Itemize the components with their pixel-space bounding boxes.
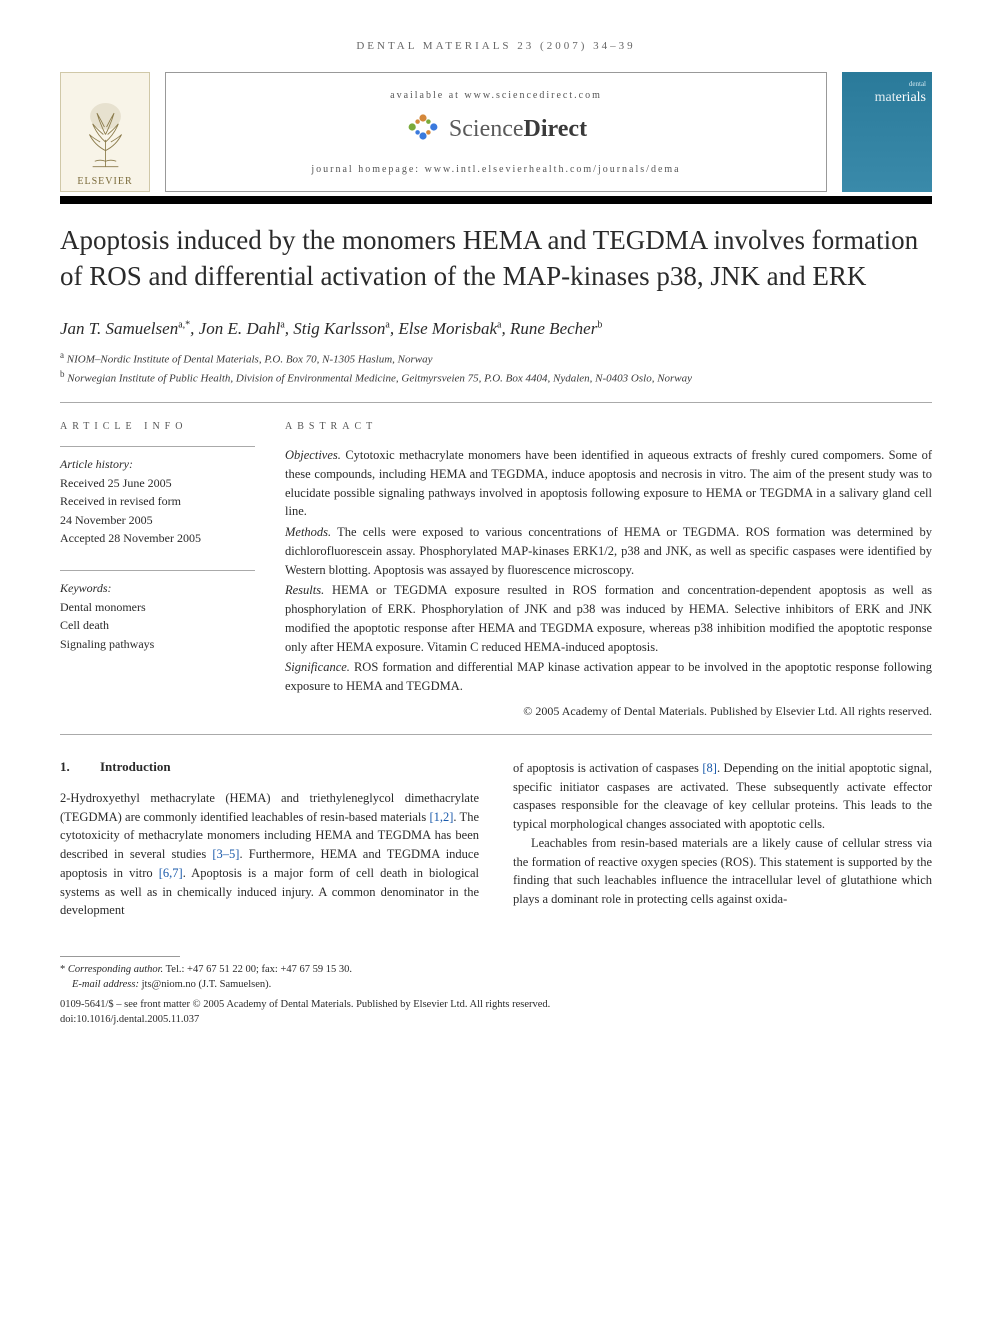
publisher-banner: ELSEVIER available at www.sciencedirect.… [60,72,932,192]
abstract-copyright: © 2005 Academy of Dental Materials. Publ… [285,702,932,720]
cover-title-text: materials [848,90,926,106]
affiliation: b Norwegian Institute of Public Health, … [60,368,932,388]
significance-lead: Significance. [285,660,350,674]
section-title: Introduction [100,759,171,774]
info-abstract-row: ARTICLE INFO Article history: Received 2… [60,421,932,720]
sciencedirect-logo: ScienceDirect [405,109,587,150]
sciencedirect-wordmark: ScienceDirect [449,116,587,143]
article-title: Apoptosis induced by the monomers HEMA a… [60,222,932,295]
article-history-block: Article history: Received 25 June 2005 R… [60,446,255,548]
affiliations: a NIOM–Nordic Institute of Dental Materi… [60,349,932,388]
doi: doi:10.1016/j.dental.2005.11.037 [60,1013,932,1028]
body-two-column: 1.Introduction 2-Hydroxyethyl methacryla… [60,759,932,993]
keyword: Dental monomers [60,598,255,617]
history-label: Article history: [60,455,255,474]
corresponding-author-footnote: * Corresponding author. Tel.: +47 67 51 … [60,963,479,992]
email-address[interactable]: jts@niom.no [142,979,196,990]
section-heading-intro: 1.Introduction [60,759,479,775]
keyword: Cell death [60,616,255,635]
objectives-lead: Objectives. [285,448,341,462]
revised-date: 24 November 2005 [60,511,255,530]
abstract-column: ABSTRACT Objectives. Cytotoxic methacryl… [285,421,932,720]
sciencedirect-icon [405,109,441,150]
running-head: DENTAL MATERIALS 23 (2007) 34–39 [60,40,932,52]
citation-link[interactable]: [1,2] [429,810,453,824]
elsevier-logo-box: ELSEVIER [60,72,150,192]
keywords-label: Keywords: [60,579,255,598]
footnote-rule [60,956,180,957]
citation-link[interactable]: [3–5] [212,847,239,861]
section-number: 1. [60,759,100,775]
cover-small-text: dental [848,80,926,88]
footer-metadata: 0109-5641/$ – see front matter © 2005 Ac… [60,998,932,1027]
methods-lead: Methods. [285,525,331,539]
rule-thin [60,402,932,403]
results-lead: Results. [285,583,324,597]
intro-para-right-2: Leachables from resin-based materials ar… [513,834,932,909]
issn-copyright: 0109-5641/$ – see front matter © 2005 Ac… [60,998,932,1013]
citation-link[interactable]: [6,7] [159,866,183,880]
keywords-block: Keywords: Dental monomers Cell death Sig… [60,570,255,653]
received-date: Received 25 June 2005 [60,474,255,493]
affiliation: a NIOM–Nordic Institute of Dental Materi… [60,349,932,369]
abstract-text: Objectives. Cytotoxic methacrylate monom… [285,446,932,720]
article-info-column: ARTICLE INFO Article history: Received 2… [60,421,255,720]
keyword: Signaling pathways [60,635,255,654]
article-info-heading: ARTICLE INFO [60,421,255,432]
objectives-text: Cytotoxic methacrylate monomers have bee… [285,448,932,518]
thick-rule [60,196,932,204]
journal-cover-thumb: dental materials [842,72,932,192]
corr-author-label: Corresponding author. [68,964,163,975]
journal-homepage-text: journal homepage: www.intl.elsevierhealt… [311,164,680,175]
sciencedirect-box: available at www.sciencedirect.com Scien… [165,72,827,192]
left-column: 1.Introduction 2-Hydroxyethyl methacryla… [60,759,479,993]
intro-para-left: 2-Hydroxyethyl methacrylate (HEMA) and t… [60,789,479,920]
accepted-date: Accepted 28 November 2005 [60,529,255,548]
elsevier-tree-icon [70,94,140,174]
results-text: HEMA or TEGDMA exposure resulted in ROS … [285,583,932,653]
author-list: Jan T. Samuelsena,*, Jon E. Dahla, Stig … [60,319,932,339]
abstract-heading: ABSTRACT [285,421,932,432]
corr-author-contact: Tel.: +47 67 51 22 00; fax: +47 67 59 15… [163,964,352,975]
revised-label: Received in revised form [60,492,255,511]
elsevier-wordmark: ELSEVIER [77,176,132,187]
available-at-text: available at www.sciencedirect.com [390,90,602,101]
email-attribution: (J.T. Samuelsen). [196,979,271,990]
significance-text: ROS formation and differential MAP kinas… [285,660,932,693]
methods-text: The cells were exposed to various concen… [285,525,932,577]
right-column: of apoptosis is activation of caspases [… [513,759,932,993]
intro-para-right: of apoptosis is activation of caspases [… [513,759,932,909]
email-label: E-mail address: [72,979,142,990]
citation-link[interactable]: [8] [702,761,717,775]
rule-thin [60,734,932,735]
